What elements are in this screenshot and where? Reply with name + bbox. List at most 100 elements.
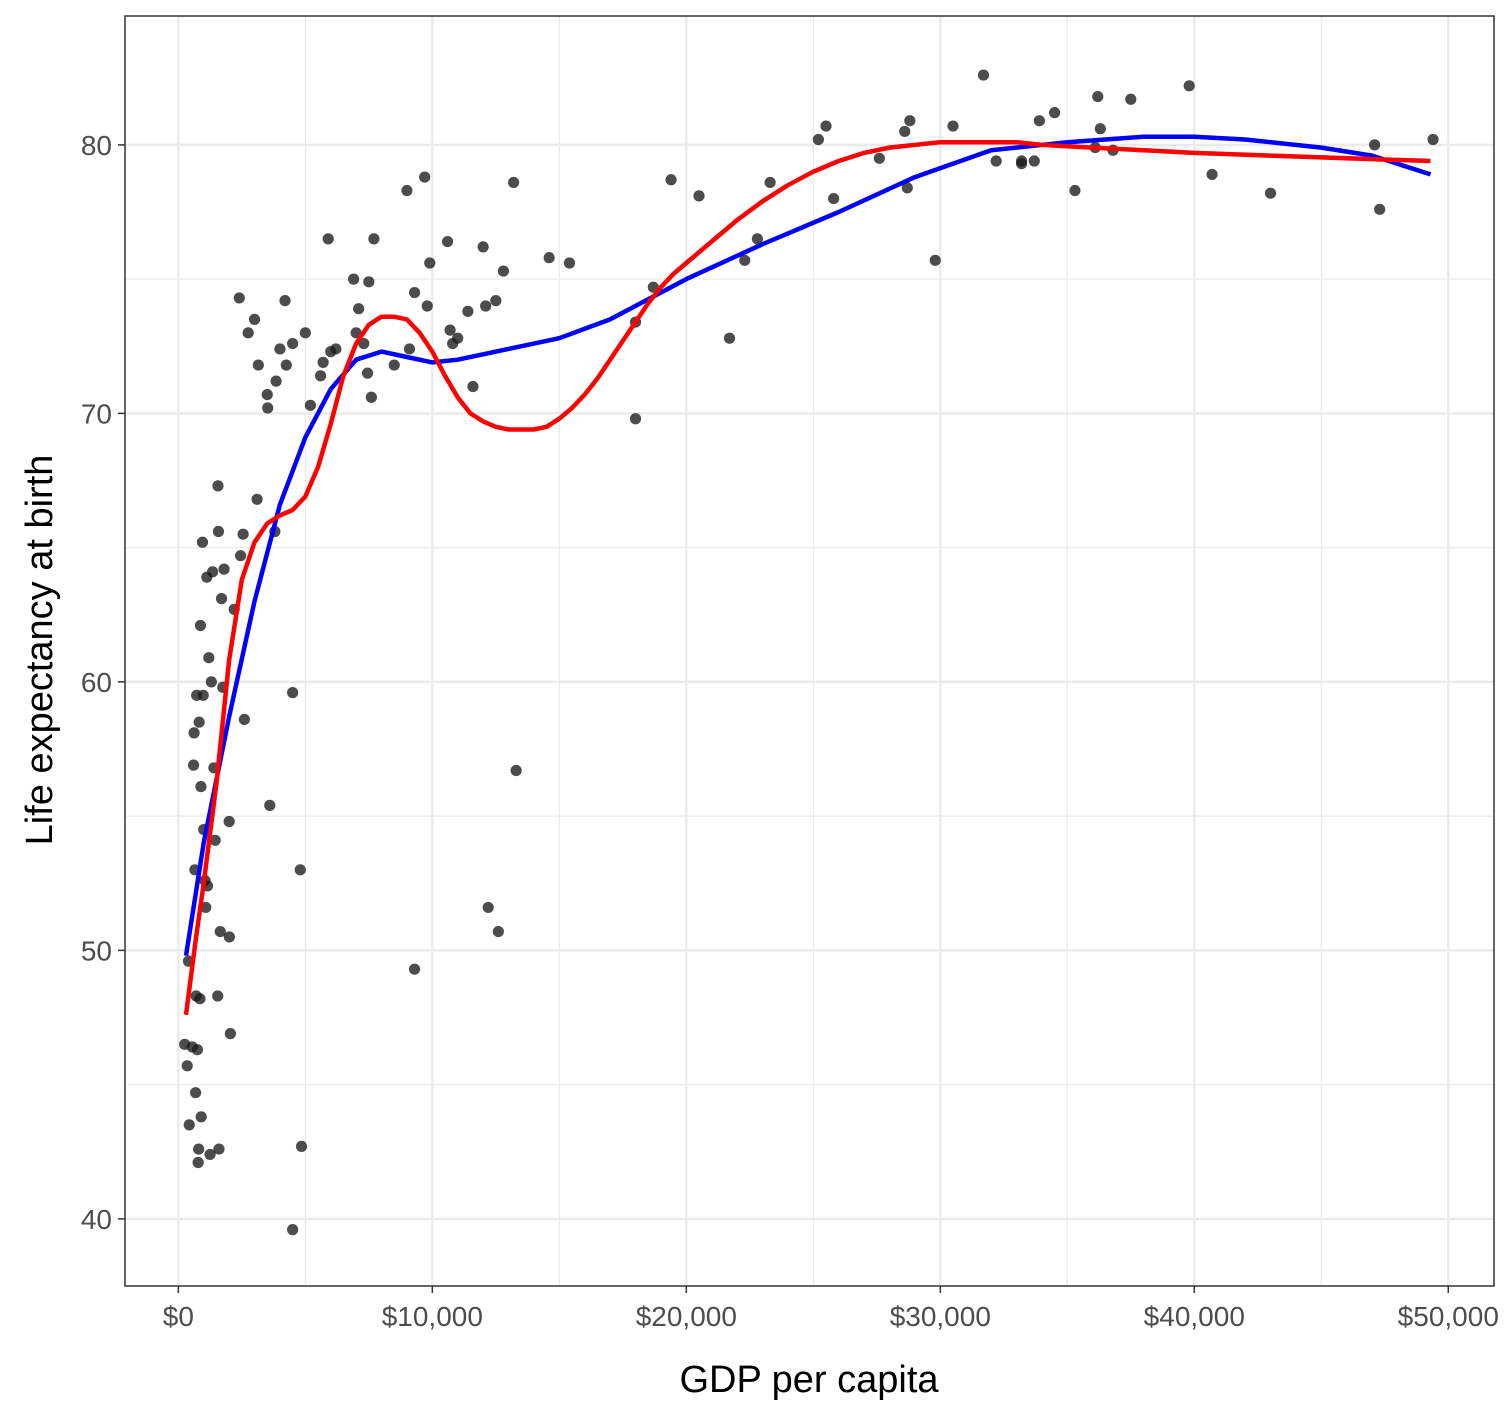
data-point	[196, 536, 209, 548]
series-line-2	[183, 139, 1431, 1016]
data-point	[212, 480, 224, 492]
y-tick-label: 50	[81, 935, 112, 966]
data-point	[563, 257, 576, 269]
data-point	[317, 356, 329, 368]
data-point	[287, 687, 299, 699]
y-axis-ticks: 40 50 60 70 80	[81, 130, 125, 1235]
data-point	[193, 716, 205, 728]
y-axis-title: Life expectancy at birth	[19, 455, 61, 846]
data-point	[363, 276, 375, 288]
data-point	[723, 332, 736, 344]
data-point	[444, 324, 456, 336]
data-point	[234, 550, 247, 562]
data-point	[462, 305, 474, 317]
data-point	[207, 566, 219, 578]
data-point	[197, 689, 209, 701]
data-point	[204, 1148, 216, 1161]
data-point	[1125, 93, 1137, 105]
data-point	[751, 233, 764, 245]
data-point	[264, 799, 276, 811]
data-point	[212, 525, 225, 538]
data-point	[214, 925, 226, 938]
data-point	[279, 295, 291, 307]
data-point	[452, 332, 464, 344]
data-point	[193, 1143, 205, 1155]
data-point	[828, 192, 840, 205]
data-point	[490, 295, 502, 307]
data-point	[764, 176, 776, 189]
data-point	[262, 402, 274, 414]
data-point	[508, 176, 520, 189]
data-point	[242, 327, 254, 339]
data-point	[873, 152, 885, 164]
data-point	[990, 155, 1002, 167]
data-point	[224, 1028, 237, 1040]
data-point	[223, 815, 235, 828]
data-point	[480, 300, 492, 312]
data-point	[223, 931, 235, 943]
data-point	[215, 593, 228, 605]
data-point	[200, 901, 212, 914]
data-point	[441, 235, 454, 248]
data-point	[294, 864, 306, 876]
data-point	[188, 727, 200, 739]
data-point	[209, 834, 221, 846]
data-point	[270, 375, 282, 387]
data-point	[203, 652, 215, 664]
data-point	[388, 359, 400, 371]
data-point	[365, 391, 377, 403]
data-point	[192, 1156, 204, 1169]
data-point	[482, 901, 494, 914]
x-tick-label: $40,000	[1144, 1301, 1245, 1332]
y-tick-label: 40	[81, 1204, 112, 1235]
data-point	[238, 713, 250, 726]
data-point	[977, 69, 990, 81]
data-point	[1015, 158, 1028, 170]
data-point	[492, 925, 504, 938]
data-point	[693, 190, 705, 202]
panel-border	[124, 15, 1495, 1287]
data-point	[361, 367, 374, 379]
data-point	[403, 343, 416, 355]
data-point	[287, 337, 299, 350]
x-tick-label: $50,000	[1398, 1301, 1499, 1332]
data-point	[401, 184, 413, 197]
data-point	[261, 388, 273, 401]
data-point	[248, 313, 261, 326]
data-point	[280, 359, 292, 371]
data-point	[295, 1140, 308, 1152]
data-point	[347, 273, 360, 285]
data-point	[1033, 115, 1045, 127]
x-tick-label: $10,000	[382, 1301, 483, 1332]
data-point	[1374, 203, 1386, 215]
data-point	[899, 125, 911, 138]
data-point	[195, 1111, 207, 1123]
data-point	[929, 254, 941, 266]
data-point	[1264, 187, 1277, 199]
data-point	[212, 990, 224, 1002]
data-point	[904, 115, 916, 127]
x-axis-title: GDP per capita	[679, 1359, 939, 1401]
data-point	[1092, 90, 1104, 103]
data-point	[812, 133, 824, 146]
data-point	[299, 327, 311, 339]
series-line-1	[183, 134, 1432, 957]
data-point	[820, 120, 832, 132]
data-point	[183, 1119, 195, 1131]
data-point	[424, 257, 436, 269]
data-point	[419, 171, 431, 183]
major-gridlines	[125, 16, 1494, 1286]
data-point	[194, 993, 206, 1005]
data-point	[237, 528, 249, 540]
data-point	[477, 241, 489, 253]
y-tick-label: 70	[81, 398, 112, 429]
data-point	[497, 265, 510, 277]
data-point	[629, 413, 642, 425]
data-point	[190, 1087, 202, 1099]
data-point	[322, 233, 334, 245]
y-tick-label: 60	[81, 667, 112, 698]
data-point	[213, 1143, 225, 1155]
data-point	[1028, 155, 1040, 167]
data-point	[1069, 184, 1081, 197]
